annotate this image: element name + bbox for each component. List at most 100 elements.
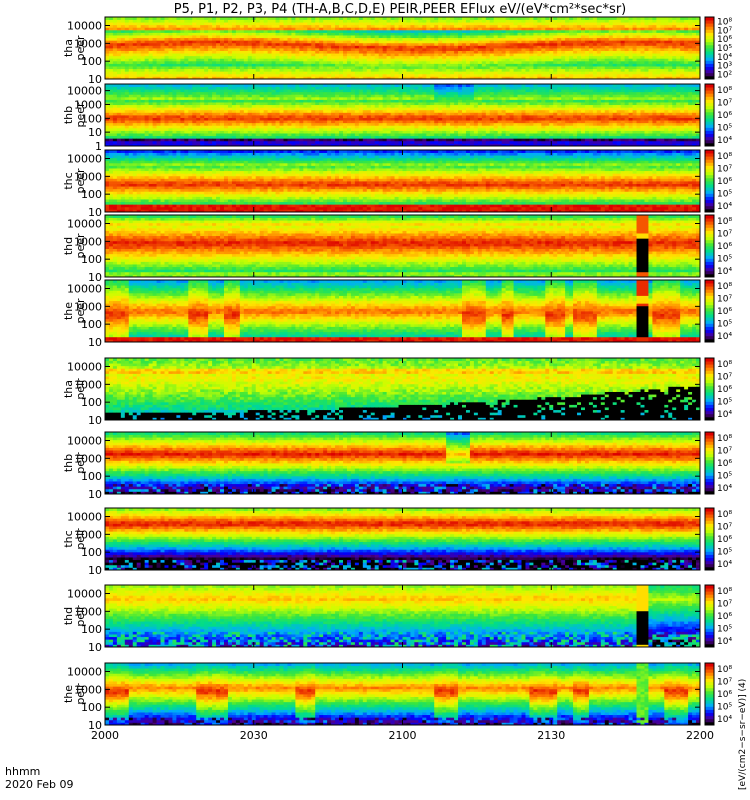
spectrogram-cell — [212, 53, 216, 56]
spectrogram-cell — [200, 25, 204, 28]
spectrogram-cell — [228, 45, 232, 48]
spectrogram-cell — [149, 22, 153, 25]
chart-title: P5, P1, P2, P3, P4 (TH-A,B,C,D,E) PEIR,P… — [174, 2, 627, 17]
spectrogram-cell — [240, 33, 244, 36]
spectrogram-cell — [200, 43, 204, 46]
spectrogram-cell — [161, 22, 165, 25]
spectrogram-cell — [216, 22, 220, 25]
spectrogram-cell — [137, 69, 141, 72]
spectrogram-cell — [133, 20, 137, 23]
spectrogram-cell — [212, 30, 216, 33]
spectrogram-cell — [216, 58, 220, 61]
spectrogram-cell — [172, 38, 176, 41]
spectrogram-cell — [188, 35, 192, 38]
spectrogram-cell — [109, 45, 113, 48]
spectrogram-cell — [153, 64, 157, 67]
spectrogram-cell — [216, 64, 220, 67]
spectrogram-cell — [157, 30, 161, 33]
spectrogram-cell — [204, 35, 208, 38]
spectrogram-cell — [125, 58, 129, 61]
spectrogram-cell — [153, 38, 157, 41]
spectrogram-cell — [184, 30, 188, 33]
spectrogram-cell — [172, 20, 176, 23]
spectrogram-cell — [176, 25, 180, 28]
spectrogram-cell — [232, 22, 236, 25]
spectrogram-cell — [133, 58, 137, 61]
spectrogram-cell — [232, 27, 236, 30]
spectrogram-cell — [168, 38, 172, 41]
spectrogram-cell — [176, 53, 180, 56]
spectrogram-cell — [133, 71, 137, 74]
spectrogram-cell — [157, 45, 161, 48]
spectrogram-cell — [208, 66, 212, 69]
spectrogram-cell — [180, 69, 184, 72]
spectrogram-cell — [204, 53, 208, 56]
spectrogram-cell — [228, 74, 232, 77]
spectrogram-cell — [216, 61, 220, 64]
spectrogram-cell — [121, 69, 125, 72]
spectrogram-cell — [121, 51, 125, 54]
spectrogram-cell — [208, 38, 212, 41]
spectrogram-cell — [149, 45, 153, 48]
spectrogram-cell — [105, 71, 109, 74]
spectrogram-cell — [165, 25, 169, 28]
spectrogram-cell — [161, 30, 165, 33]
spectrogram-cell — [176, 56, 180, 59]
spectrogram-cell — [216, 66, 220, 69]
spectrogram-cell — [137, 30, 141, 33]
spectrogram-cell — [196, 66, 200, 69]
spectrogram-cell — [216, 27, 220, 30]
spectrogram-cell — [244, 38, 248, 41]
spectrogram-cell — [228, 51, 232, 54]
spectrogram-cell — [236, 56, 240, 59]
spectrogram-cell — [113, 74, 117, 77]
spectrogram-cell — [133, 48, 137, 51]
spectrogram-cell — [244, 66, 248, 69]
spectrogram-cell — [125, 43, 129, 46]
spectrogram-cell — [105, 69, 109, 72]
spectrogram-cell — [141, 66, 145, 69]
spectrogram-cell — [129, 69, 133, 72]
spectrogram-cell — [196, 22, 200, 25]
spectrogram-cell — [137, 25, 141, 28]
spectrogram-cell — [129, 61, 133, 64]
spectrogram-cell — [161, 61, 165, 64]
spectrogram-cell — [137, 35, 141, 38]
spectrogram-cell — [165, 51, 169, 54]
spectrogram-cell — [208, 45, 212, 48]
spectrogram-cell — [180, 58, 184, 61]
spectrogram-cell — [117, 20, 121, 23]
spectrogram-cell — [204, 20, 208, 23]
spectrogram-cell — [228, 66, 232, 69]
spectrogram-cell — [117, 22, 121, 25]
spectrogram-cell — [188, 48, 192, 51]
spectrogram-cell — [168, 64, 172, 67]
spectrogram-cell — [113, 38, 117, 41]
spectrogram-cell — [224, 53, 228, 56]
spectrogram-cell — [176, 61, 180, 64]
spectrogram-cell — [240, 51, 244, 54]
spectrogram-cell — [244, 40, 248, 43]
spectrogram-cell — [192, 74, 196, 77]
spectrogram-cell — [176, 38, 180, 41]
spectrogram-cell — [184, 35, 188, 38]
spectrogram-cell — [220, 22, 224, 25]
spectrogram-cell — [149, 48, 153, 51]
spectrogram-cell — [172, 35, 176, 38]
spectrogram-cell — [121, 74, 125, 77]
spectrogram-cell — [232, 20, 236, 23]
spectrogram-cell — [109, 20, 113, 23]
spectrogram-cell — [248, 66, 252, 69]
spectrogram-cell — [204, 33, 208, 36]
spectrogram-cell — [224, 56, 228, 59]
spectrogram-cell — [212, 48, 216, 51]
spectrogram-cell — [161, 25, 165, 28]
spectrogram-cell — [192, 30, 196, 33]
spectrogram-cell — [252, 71, 256, 74]
spectrogram-cell — [109, 71, 113, 74]
spectrogram-cell — [129, 25, 133, 28]
spectrogram-cell — [145, 40, 149, 43]
spectrogram-cell — [141, 53, 145, 56]
spectrogram-cell — [109, 51, 113, 54]
spectrogram-cell — [180, 22, 184, 25]
